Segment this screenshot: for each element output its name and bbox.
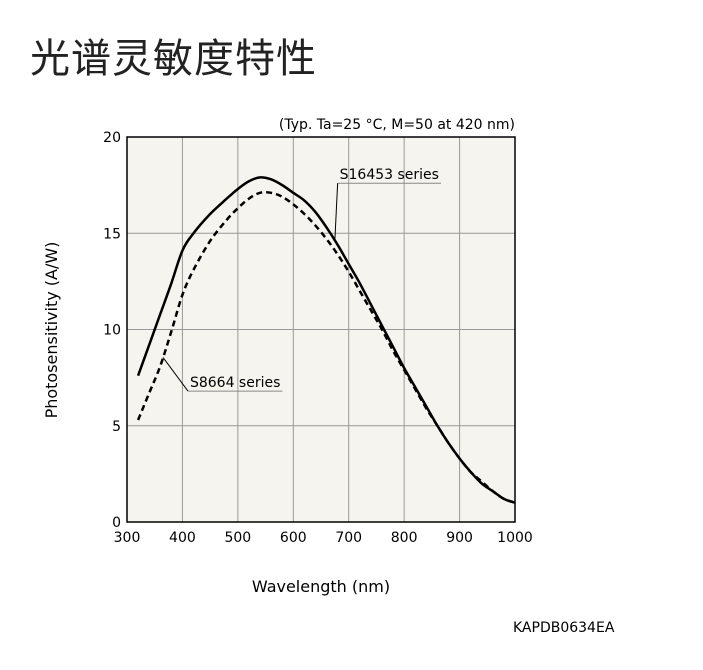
annotations: S16453 series S8664 series bbox=[162, 167, 441, 392]
chart-subtitle: (Typ. Ta=25 °C, M=50 at 420 nm) bbox=[279, 117, 515, 133]
x-tick-label: 300 bbox=[114, 530, 141, 546]
annotation-label: S8664 series bbox=[190, 375, 280, 391]
x-tick-label: 500 bbox=[224, 530, 251, 546]
x-tick-label: 400 bbox=[169, 530, 196, 546]
y-tick-label: 5 bbox=[112, 419, 121, 435]
y-axis-label: Photosensitivity (A/W) bbox=[42, 242, 61, 419]
y-axis-ticks: 0 5 10 15 20 bbox=[103, 130, 121, 531]
plot-frame bbox=[126, 136, 516, 523]
x-tick-label: 700 bbox=[335, 530, 362, 546]
series-layer bbox=[136, 176, 516, 504]
annotation-leader bbox=[162, 357, 189, 392]
x-tick-label: 600 bbox=[280, 530, 307, 546]
y-tick-label: 15 bbox=[103, 226, 121, 242]
y-tick-label: 0 bbox=[112, 515, 121, 531]
y-tick-label: 20 bbox=[103, 130, 121, 146]
x-tick-label: 900 bbox=[446, 530, 473, 546]
x-tick-label: 1000 bbox=[497, 530, 533, 546]
x-axis-label: Wavelength (nm) bbox=[252, 577, 390, 596]
series-line-s8664 bbox=[136, 190, 516, 504]
grid-lines bbox=[127, 137, 515, 522]
annotation-label: S16453 series bbox=[340, 167, 439, 183]
y-tick-label: 10 bbox=[103, 323, 121, 339]
x-axis-ticks: 300 400 500 600 700 800 900 1000 bbox=[114, 530, 533, 546]
x-tick-label: 800 bbox=[391, 530, 418, 546]
document-code: KAPDB0634EA bbox=[513, 620, 615, 636]
page-title: 光谱灵敏度特性 bbox=[30, 36, 317, 82]
annotation-leader bbox=[334, 183, 339, 241]
